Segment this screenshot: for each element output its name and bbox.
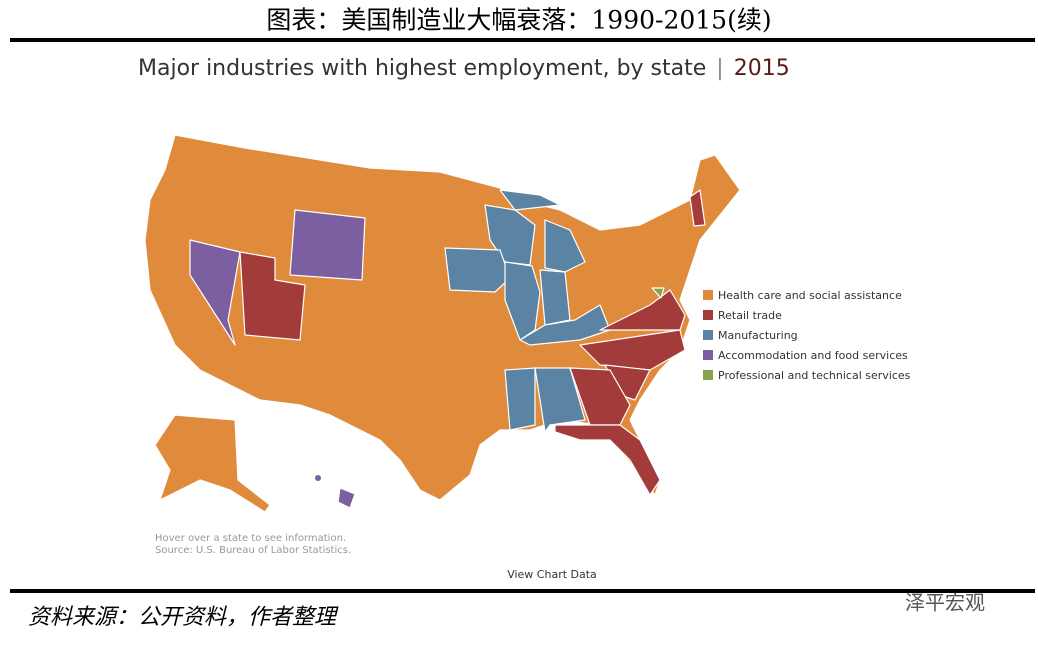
state xyxy=(239,251,306,341)
bottom-rule xyxy=(10,589,1035,593)
hawaii xyxy=(337,487,356,509)
state xyxy=(579,329,686,371)
state xyxy=(569,367,631,426)
state xyxy=(289,209,366,281)
watermark: 泽平宏观 xyxy=(905,591,985,615)
legend-swatch xyxy=(703,310,713,320)
state xyxy=(504,261,541,341)
state xyxy=(444,247,511,293)
legend-swatch xyxy=(703,370,713,380)
source: 资料来源：公开资料，作者整理 xyxy=(28,605,339,630)
chart-title: Major industries with highest employment… xyxy=(138,56,790,81)
legend-label: Health care and social assistance xyxy=(718,289,902,302)
state xyxy=(189,239,241,346)
state xyxy=(599,289,686,331)
page-title: 图表：美国制造业大幅衰落：1990-2015(续) xyxy=(266,6,771,35)
hawaii-island xyxy=(315,475,321,481)
alaska xyxy=(154,414,271,513)
state xyxy=(504,367,536,431)
legend: Health care and social assistance Retail … xyxy=(703,289,911,382)
state xyxy=(651,287,665,299)
legend-swatch xyxy=(703,350,713,360)
state xyxy=(689,189,706,227)
view-data-link[interactable]: View Chart Data xyxy=(507,568,597,581)
state xyxy=(554,424,661,496)
title-text: Major industries with highest employment… xyxy=(138,56,706,81)
legend-swatch xyxy=(703,330,713,340)
note: Hover over a state to see information. xyxy=(155,533,346,544)
legend-label: Retail trade xyxy=(718,309,782,322)
year: 2015 xyxy=(734,56,790,81)
legend-label: Manufacturing xyxy=(718,329,798,342)
map xyxy=(144,134,741,513)
state xyxy=(544,219,586,273)
top-rule xyxy=(10,38,1035,42)
legend-label: Professional and technical services xyxy=(718,369,911,382)
state xyxy=(534,367,586,433)
legend-label: Accommodation and food services xyxy=(718,349,908,362)
separator: | xyxy=(716,56,723,81)
state xyxy=(519,304,611,346)
state xyxy=(539,269,571,326)
note: Source: U.S. Bureau of Labor Statistics. xyxy=(155,545,351,556)
state xyxy=(499,189,561,211)
legend-swatch xyxy=(703,290,713,300)
